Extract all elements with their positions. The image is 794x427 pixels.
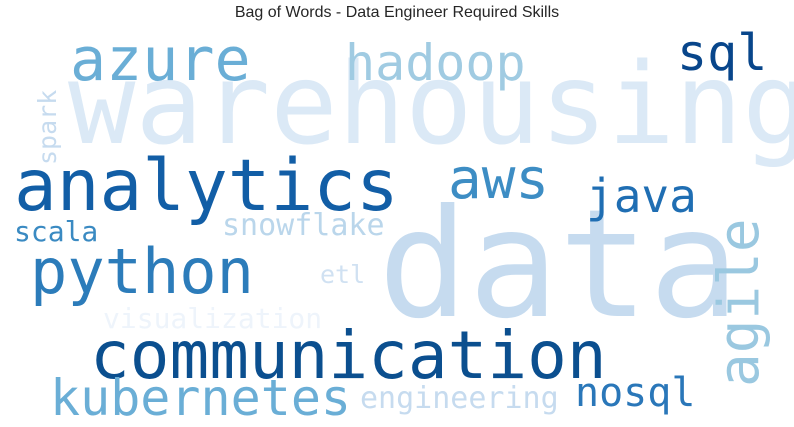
word-python: python bbox=[30, 235, 254, 308]
word-sql: sql bbox=[677, 24, 767, 82]
word-spark: spark bbox=[33, 90, 62, 165]
word-warehousing: warehousing bbox=[68, 40, 794, 170]
word-snowflake: snowflake bbox=[222, 208, 385, 243]
word-engineering: engineering bbox=[360, 381, 559, 416]
word-data: data bbox=[378, 178, 739, 352]
word-scala: scala bbox=[14, 215, 98, 248]
word-visualization: visualization bbox=[103, 302, 322, 335]
word-etl: etl bbox=[320, 260, 365, 289]
word-analytics: analytics bbox=[14, 144, 399, 227]
word-agile: agile bbox=[707, 218, 772, 387]
word-java: java bbox=[586, 169, 697, 223]
word-azure: azure bbox=[70, 25, 251, 95]
word-aws: aws bbox=[448, 147, 549, 212]
word-nosql: nosql bbox=[575, 370, 695, 416]
chart-title: Bag of Words - Data Engineer Required Sk… bbox=[234, 4, 560, 21]
word-communication: communication bbox=[90, 317, 607, 394]
word-kubernetes: kubernetes bbox=[50, 369, 351, 427]
word-hadoop: hadoop bbox=[345, 34, 526, 92]
